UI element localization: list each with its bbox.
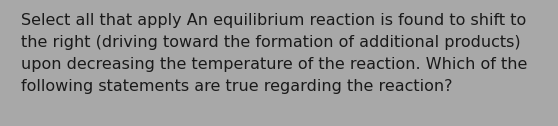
Text: Select all that apply An equilibrium reaction is found to shift to
the right (dr: Select all that apply An equilibrium rea… xyxy=(21,13,527,94)
